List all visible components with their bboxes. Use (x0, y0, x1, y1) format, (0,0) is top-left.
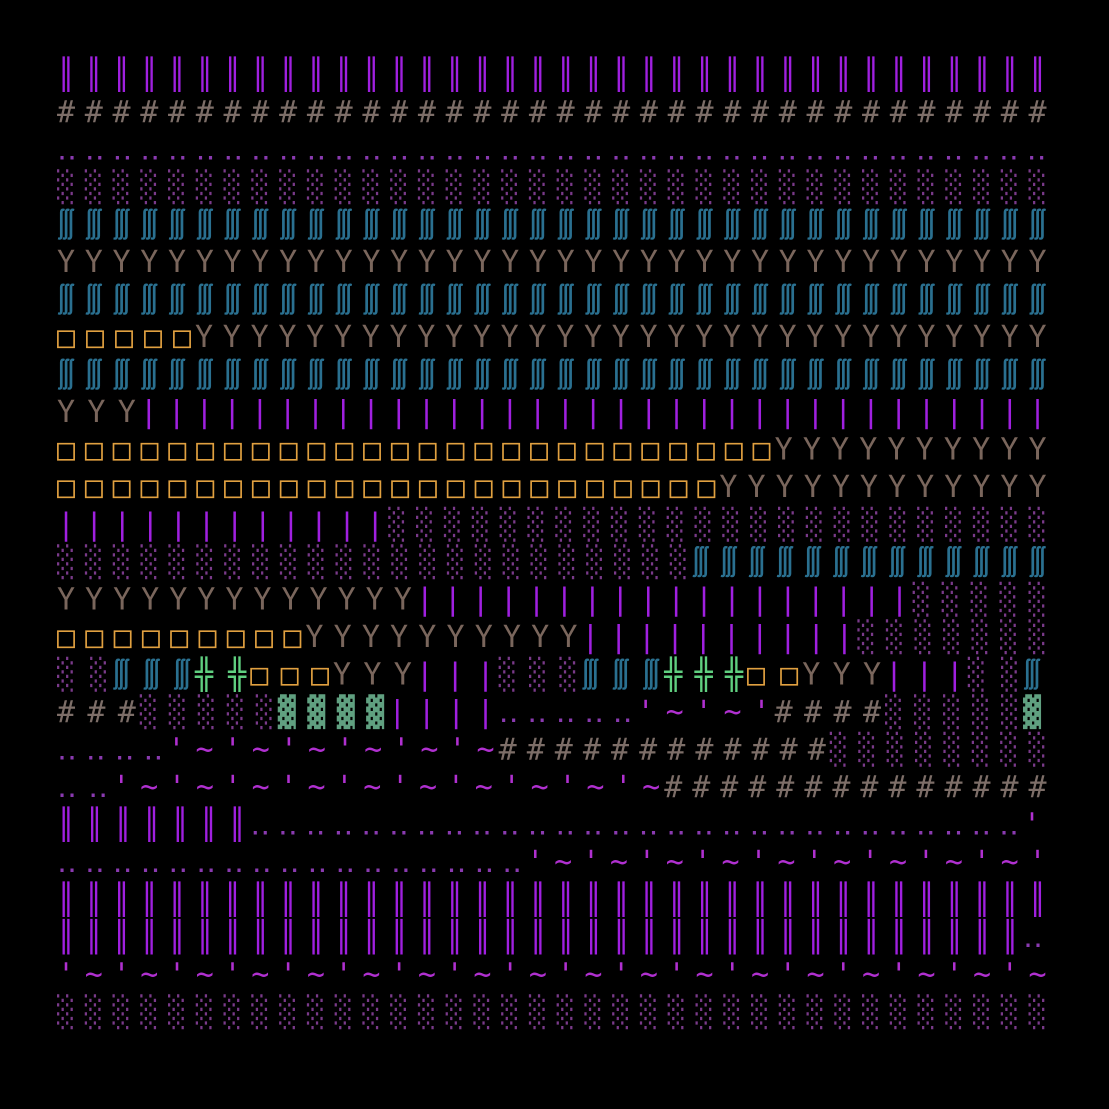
map-tiles: YYYYYYYYYYYYY (57, 583, 412, 618)
map-tiles: □□□□□□□□□ (57, 620, 301, 655)
map-tiles: ∭∭∭ (581, 658, 660, 693)
map-tiles: □□□ (250, 658, 329, 693)
map-tiles: ∭ (1023, 658, 1041, 693)
map-tiles: ░░░░░░░ (857, 619, 1046, 655)
map-tiles: ### (57, 695, 136, 730)
map-tiles: YYYYYYYYYYYYYYYYYYYYYYYYYYYYYYY (195, 320, 1047, 355)
map-tiles: YYY (57, 395, 136, 430)
map-tiles: ║║║║║║║║║║║║║║║║║║║║║║║║║║║║║║║║║║║ (57, 918, 1019, 955)
map-tiles: ∭∭∭ (112, 658, 191, 693)
map-tiles: ||| (416, 658, 495, 693)
map-tiles: ||||||||||||||||||||||||||||||||| (140, 395, 1047, 430)
map-tiles: ░░░ (499, 657, 578, 693)
map-tiles: ‥‥‥‥‥‥‥‥‥‥‥‥‥‥‥‥‥ (57, 845, 522, 880)
map-tiles: YYY (802, 658, 881, 693)
map-tiles: ╬╬╬ (663, 656, 744, 693)
map-tiles: ▓ (1023, 693, 1042, 730)
map-tiles: YYY (333, 658, 412, 693)
map-tiles: ||| (885, 658, 964, 693)
map-tiles: '~'~'~'~'~'~'~'~'~' (526, 845, 1046, 880)
map-tiles: ░░░░░░░░░░░░░░░░░░░░░░░ (57, 544, 688, 580)
map-tiles: ║║║║║║║ (57, 806, 246, 843)
map-tiles: ‥ (1023, 920, 1043, 955)
map-tiles: ' (1023, 808, 1041, 843)
map-tiles: ∭∭∭∭∭∭∭∭∭∭∭∭∭ (692, 545, 1047, 580)
